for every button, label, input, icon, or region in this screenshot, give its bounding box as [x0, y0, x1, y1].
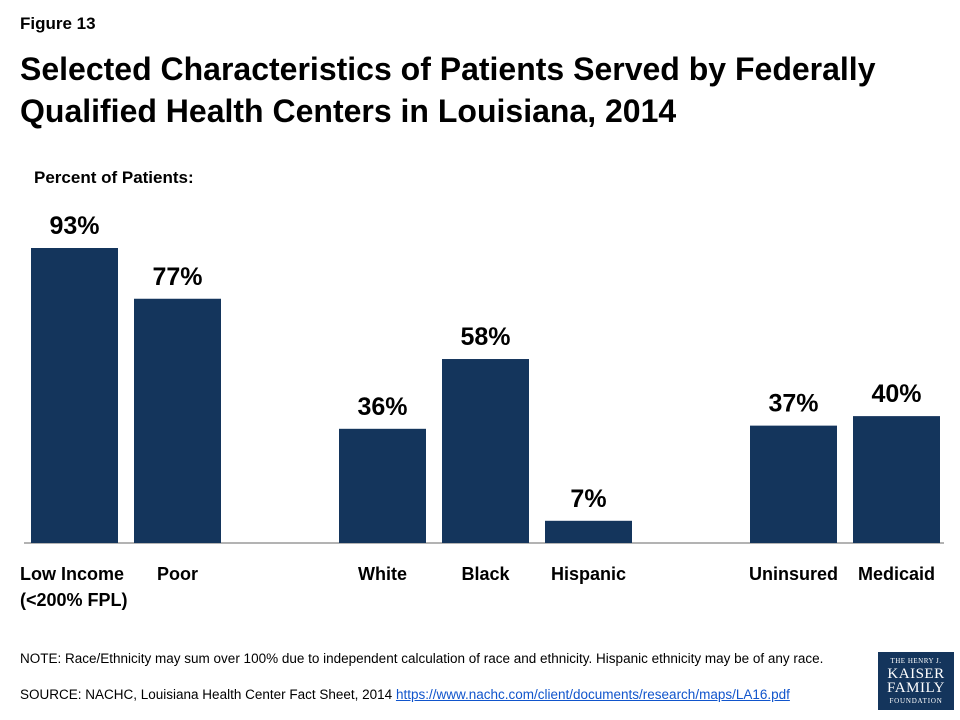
- category-label: Low Income: [20, 564, 124, 584]
- kff-logo: THE HENRY J. KAISER FAMILY FOUNDATION: [878, 652, 954, 710]
- logo-line-2: KAISER: [887, 666, 945, 682]
- chart-note: NOTE: Race/Ethnicity may sum over 100% d…: [20, 651, 824, 666]
- data-label: 7%: [570, 485, 606, 513]
- logo-line-4: FOUNDATION: [889, 697, 943, 705]
- category-label: Poor: [157, 564, 198, 584]
- bar: [339, 428, 426, 543]
- data-label: 77%: [152, 263, 202, 291]
- source-text: SOURCE: NACHC, Louisiana Health Center F…: [20, 687, 396, 702]
- bar: [750, 425, 837, 543]
- figure-label: Figure 13: [20, 14, 96, 33]
- bar: [31, 248, 118, 543]
- data-label: 40%: [871, 380, 921, 408]
- bar: [545, 520, 632, 543]
- data-label: 93%: [49, 212, 99, 240]
- logo-line-1: THE HENRY J.: [890, 657, 942, 665]
- chart-title: Selected Characteristics of Patients Ser…: [20, 51, 876, 129]
- category-label: Black: [461, 564, 510, 584]
- category-label: Hispanic: [551, 564, 626, 584]
- logo-line-3: FAMILY: [887, 680, 945, 696]
- bar: [134, 298, 221, 543]
- category-label: Uninsured: [749, 564, 838, 584]
- category-label: Medicaid: [858, 564, 935, 584]
- source-link[interactable]: https://www.nachc.com/client/documents/r…: [395, 687, 790, 702]
- y-axis-title: Percent of Patients:: [34, 168, 194, 187]
- category-label: White: [358, 564, 407, 584]
- category-label: (<200% FPL): [20, 590, 128, 610]
- bar-chart: 93% Low Income (<200% FPL) 77% Poor 36% White 5…: [20, 212, 944, 610]
- data-label: 36%: [357, 393, 407, 421]
- data-label: 58%: [460, 323, 510, 351]
- chart-source: SOURCE: NACHC, Louisiana Health Center F…: [20, 686, 880, 703]
- bar: [442, 359, 529, 543]
- data-label: 37%: [768, 390, 818, 418]
- bar: [853, 416, 940, 543]
